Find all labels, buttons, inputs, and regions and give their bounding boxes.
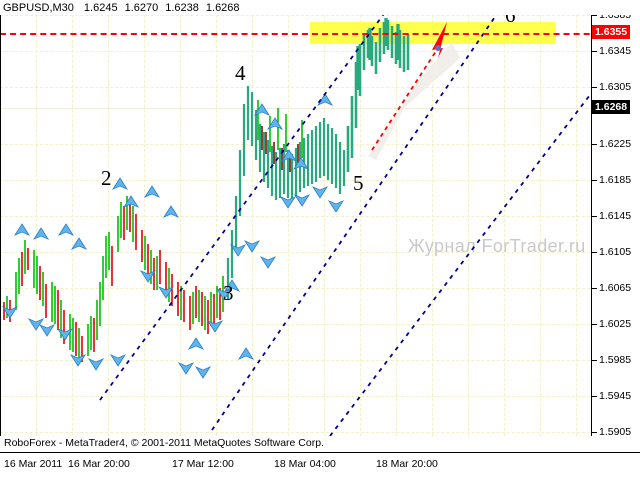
quote-header: GBPUSD,M30 1.6245 1.6270 1.6238 1.6268 (0, 0, 640, 15)
fractal-up-marker (13, 93, 334, 360)
bid-level-line (0, 108, 640, 109)
time-tick: 18 Mar 20:00 (376, 458, 438, 470)
copyright-label: RoboForex - MetaTrader4, © 2001-2011 Met… (4, 437, 324, 449)
price-tick: 1.6385 (599, 9, 632, 21)
bid-price-badge: 1.6268 (592, 100, 631, 114)
wave-label-6: 6 (505, 3, 516, 27)
price-tick: 1.6225 (599, 138, 632, 150)
price-tick: 1.5945 (599, 390, 632, 402)
price-tick: 1.6145 (599, 210, 632, 222)
resistance-price-line (0, 33, 640, 35)
price-tick: 1.5985 (599, 354, 632, 366)
time-axis[interactable]: 16 Mar 2011 16 Mar 20:00 17 Mar 12:00 18… (0, 452, 640, 481)
arrow-anchor-point (435, 45, 441, 51)
time-tick: 16 Mar 2011 (4, 458, 63, 470)
time-tick: 17 Mar 12:00 (172, 458, 234, 470)
price-tick: 1.5905 (599, 426, 632, 438)
projection-arrow-layer (368, 22, 460, 160)
candlestick-series (3, 18, 410, 362)
arrow-shadow-band (368, 42, 460, 160)
wave-label-3: 3 (223, 281, 234, 305)
symbol-period-label: GBPUSD,M30 (3, 1, 74, 14)
trend-channel (99, 0, 613, 436)
time-tick: 18 Mar 04:00 (274, 458, 336, 470)
quote-low: 1.6238 (165, 1, 199, 14)
watermark: Журнал ForTrader.ru (408, 236, 586, 256)
fractal-down-marker (1, 186, 345, 379)
quote-open: 1.6245 (83, 1, 118, 14)
wave-label-4: 4 (235, 61, 246, 85)
projection-arrow-shaft (371, 47, 439, 151)
price-tick: 1.6065 (599, 282, 632, 294)
price-tick: 1.6105 (599, 246, 632, 258)
price-tick: 1.6345 (599, 45, 632, 57)
price-tick: 1.6305 (599, 81, 632, 93)
price-tick: 1.6185 (599, 174, 632, 186)
channel-lower-line (329, 65, 613, 436)
channel-upper-line (99, 0, 396, 401)
channel-middle-line (211, 0, 508, 431)
quote-close: 1.6268 (205, 1, 240, 14)
price-tick: 1.6025 (599, 318, 632, 330)
wave-label-5: 5 (353, 171, 364, 195)
wave-label-2: 2 (101, 166, 112, 190)
fractal-indicator-markers (1, 93, 345, 379)
quote-high: 1.6270 (124, 1, 159, 14)
time-tick: 16 Mar 20:00 (68, 458, 130, 470)
price-series-layer (1, 0, 613, 436)
current-price-badge: 1.6355 (592, 25, 631, 39)
price-axis[interactable]: 1.6385 1.6345 1.6305 1.6225 1.6185 1.614… (592, 0, 640, 438)
